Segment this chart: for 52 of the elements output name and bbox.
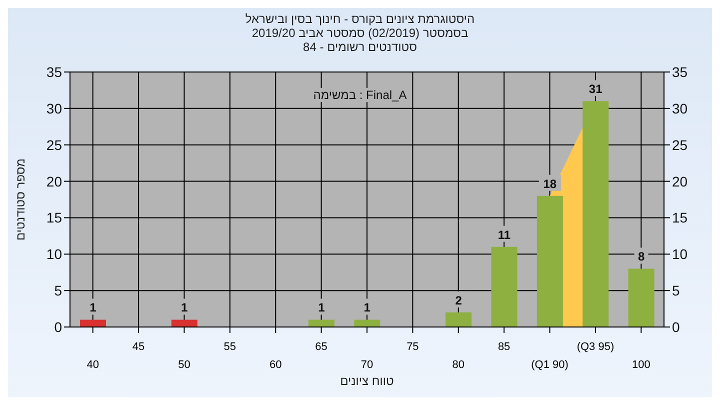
y-tick-label: 20 bbox=[46, 173, 62, 190]
data-label: 11 bbox=[498, 228, 511, 242]
y-tick-label: 30 bbox=[46, 100, 62, 116]
y-axis-title: מספר סטודנטים bbox=[13, 158, 28, 241]
bar bbox=[446, 312, 472, 327]
y2-tick-label: 20 bbox=[672, 173, 688, 190]
x-tick-label: 40 bbox=[86, 359, 99, 372]
data-label: 1 bbox=[90, 300, 97, 315]
x-tick-label: 50 bbox=[178, 359, 190, 372]
data-label: 18 bbox=[543, 176, 557, 191]
x-tick-label: 100 bbox=[632, 359, 650, 372]
x-tick-label: 70 bbox=[360, 359, 374, 372]
x-tick-label: (Q1 90) bbox=[531, 359, 568, 372]
chart-title: היסטוגרמת ציונים בקורס - חינוך בסין ובישראל bbox=[244, 12, 476, 26]
x-tick-label: 85 bbox=[498, 341, 510, 354]
data-label: 2 bbox=[455, 293, 462, 308]
y2-tick-label: 0 bbox=[672, 318, 680, 335]
bar bbox=[491, 246, 518, 327]
x-tick-label: 80 bbox=[452, 359, 465, 372]
bar bbox=[628, 268, 654, 327]
y-tick-label: 35 bbox=[46, 64, 62, 80]
bar bbox=[308, 320, 334, 327]
x-tick-label: 65 bbox=[315, 341, 328, 354]
bar bbox=[354, 320, 380, 327]
data-label: 31 bbox=[588, 82, 603, 96]
y2-tick-label: 30 bbox=[672, 100, 688, 116]
bar bbox=[171, 320, 198, 327]
y-tick-label: 5 bbox=[54, 282, 62, 299]
y2-tick-label: 15 bbox=[672, 210, 688, 226]
x-tick-label: (Q3 95) bbox=[576, 341, 614, 354]
x-tick-label: 55 bbox=[224, 341, 236, 354]
bar bbox=[536, 196, 563, 327]
x-tick-label: 75 bbox=[406, 341, 419, 354]
x-axis-title: טווח ציונים bbox=[340, 374, 394, 388]
data-label: 8 bbox=[638, 250, 645, 264]
y-tick-label: 10 bbox=[46, 246, 62, 262]
chart-subtitle: בסמסטר (02/2019) סמסטר אביב 2019/20 סטודנטים רשומים - 84 bbox=[250, 26, 470, 54]
y2-tick-label: 10 bbox=[672, 246, 688, 262]
y-tick-label: 0 bbox=[54, 318, 62, 335]
y2-tick-label: 25 bbox=[672, 136, 688, 153]
x-tick-label: 45 bbox=[132, 341, 145, 354]
y2-tick-label: 35 bbox=[672, 64, 688, 80]
y-tick-label: 15 bbox=[46, 210, 62, 226]
data-label: 1 bbox=[364, 300, 371, 315]
data-label: 1 bbox=[318, 300, 326, 315]
bar bbox=[80, 320, 106, 327]
x-tick-label: 60 bbox=[269, 359, 282, 372]
annotation: במשימה : Final_A bbox=[310, 88, 410, 102]
bar bbox=[582, 101, 609, 327]
y-tick-label: 25 bbox=[46, 136, 62, 153]
y2-tick-label: 5 bbox=[672, 282, 680, 299]
data-label: 1 bbox=[181, 300, 188, 315]
